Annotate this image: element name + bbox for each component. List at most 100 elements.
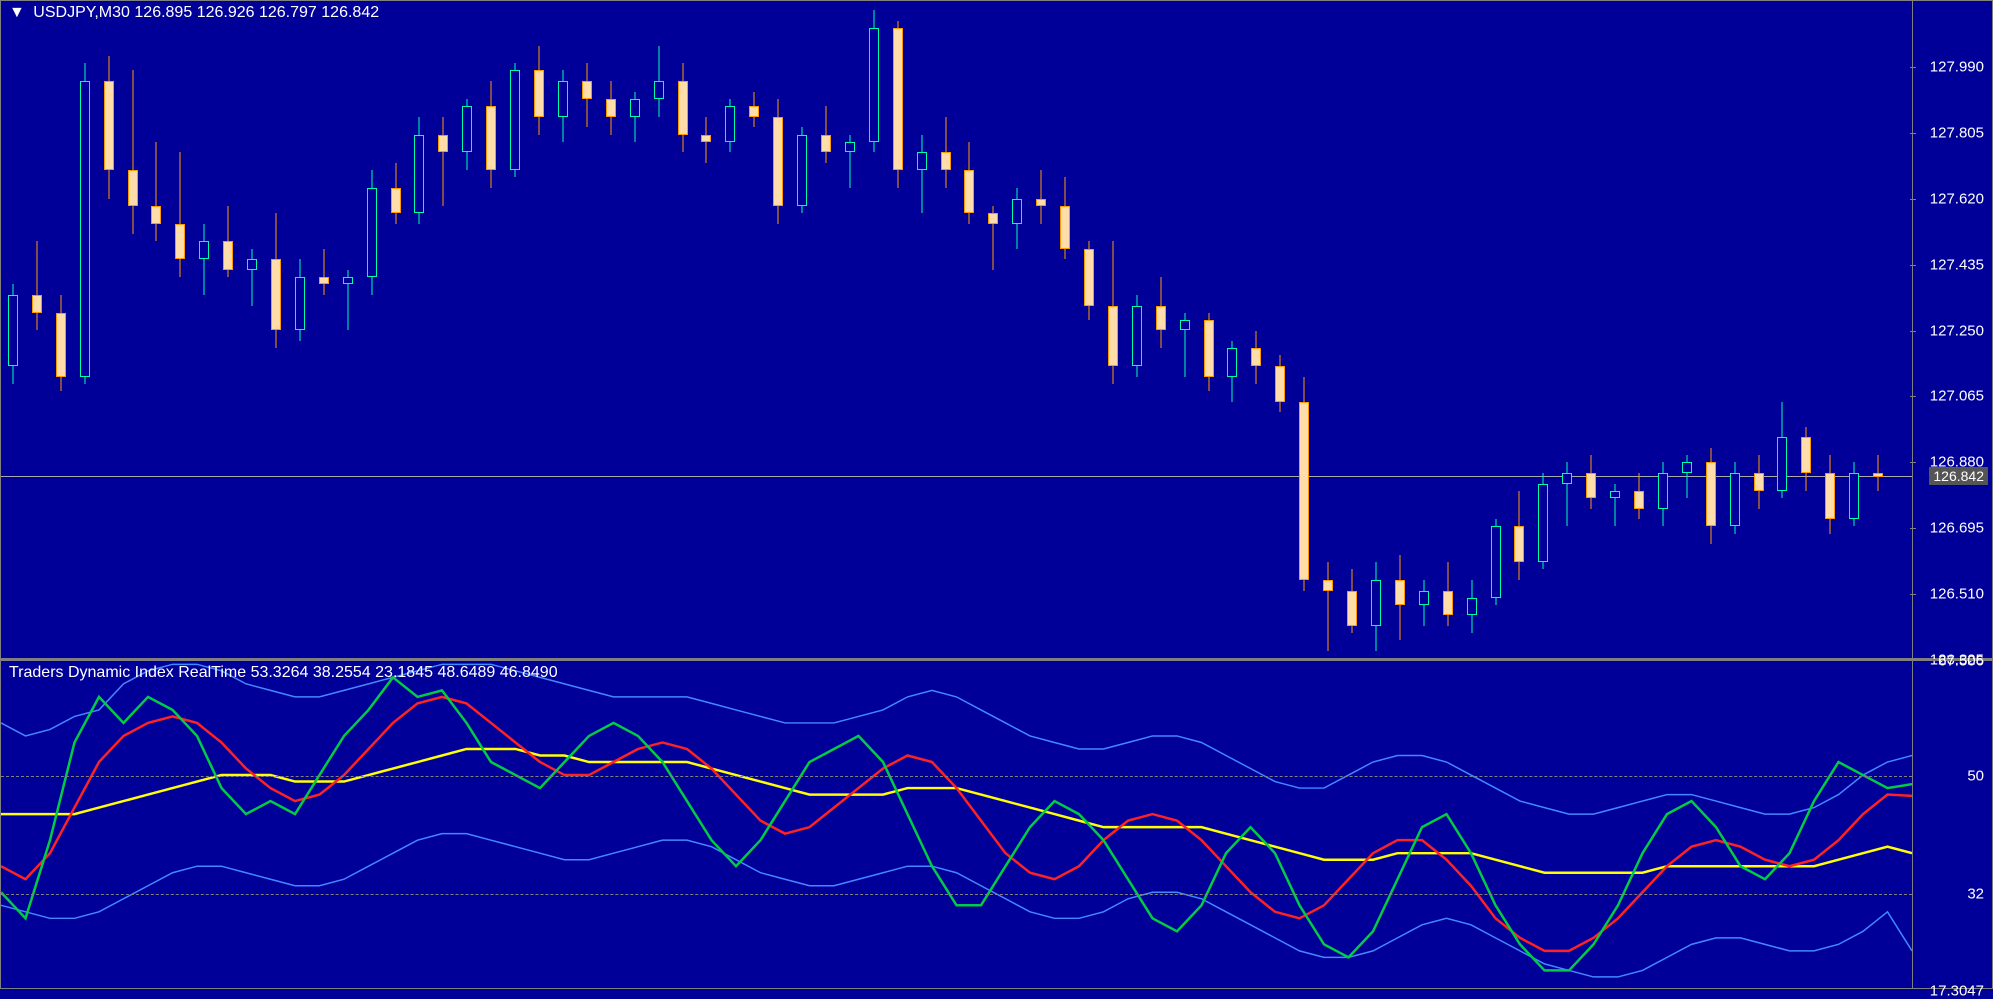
indicator-y-axis: 67.506503217.3047 — [1912, 661, 1992, 988]
candle — [797, 1, 807, 658]
candle — [486, 1, 496, 658]
candle — [391, 1, 401, 658]
candle — [1395, 1, 1405, 658]
candle — [1443, 1, 1453, 658]
price-chart-panel[interactable]: ▼ USDJPY,M30 126.895 126.926 126.797 126… — [0, 0, 1993, 659]
indicator-lines — [1, 661, 1912, 988]
ohlc-close: 126.842 — [321, 4, 379, 21]
candle — [773, 1, 783, 658]
candle — [1227, 1, 1237, 658]
candle — [558, 1, 568, 658]
price-tick-label: 126.510 — [1930, 586, 1984, 603]
ohlc-low: 126.797 — [259, 4, 317, 21]
candle — [1491, 1, 1501, 658]
indicator-tick-label: 50 — [1967, 768, 1984, 785]
candle — [1251, 1, 1261, 658]
candle — [869, 1, 879, 658]
candle — [534, 1, 544, 658]
indicator-tick-label: 32 — [1967, 886, 1984, 903]
candle — [1036, 1, 1046, 658]
candle — [1347, 1, 1357, 658]
candle — [80, 1, 90, 658]
candle — [582, 1, 592, 658]
candle — [1849, 1, 1859, 658]
candle — [438, 1, 448, 658]
candle — [1467, 1, 1477, 658]
candle — [223, 1, 233, 658]
price-tick-label: 127.065 — [1930, 388, 1984, 405]
candle — [606, 1, 616, 658]
candle — [128, 1, 138, 658]
candle — [1180, 1, 1190, 658]
candle — [1682, 1, 1692, 658]
candle — [271, 1, 281, 658]
candle — [749, 1, 759, 658]
chevron-down-icon: ▼ — [9, 4, 25, 22]
indicator-level-line — [1, 776, 1912, 777]
candle — [199, 1, 209, 658]
candle — [1132, 1, 1142, 658]
price-y-axis: 127.990 127.805 127.620 127.435 127.250 127.0… — [1912, 1, 1992, 658]
candle — [845, 1, 855, 658]
candle — [1204, 1, 1214, 658]
candle — [630, 1, 640, 658]
candle — [1658, 1, 1668, 658]
candle — [175, 1, 185, 658]
candle — [32, 1, 42, 658]
price-tick-label: 127.435 — [1930, 256, 1984, 273]
current-price-line — [1, 476, 1912, 477]
indicator-value-4: 48.6489 — [437, 664, 495, 681]
candle — [8, 1, 18, 658]
candle — [821, 1, 831, 658]
candle — [295, 1, 305, 658]
indicator-area[interactable] — [1, 661, 1912, 988]
candle — [367, 1, 377, 658]
price-tick-label: 127.620 — [1930, 190, 1984, 207]
candle — [988, 1, 998, 658]
price-tick-label: 127.805 — [1930, 124, 1984, 141]
candle — [1634, 1, 1644, 658]
price-tick-label: 127.250 — [1930, 322, 1984, 339]
candle — [104, 1, 114, 658]
candle — [1156, 1, 1166, 658]
candle — [1538, 1, 1548, 658]
candle — [1610, 1, 1620, 658]
candle — [1084, 1, 1094, 658]
candle — [941, 1, 951, 658]
candle — [1586, 1, 1596, 658]
indicator-value-5: 46.8490 — [500, 664, 558, 681]
candle — [1801, 1, 1811, 658]
candle — [1275, 1, 1285, 658]
symbol-label: USDJPY,M30 — [33, 4, 130, 21]
candle-area[interactable] — [1, 1, 1912, 658]
candle — [56, 1, 66, 658]
candle — [678, 1, 688, 658]
indicator-tick-label: 17.3047 — [1930, 982, 1984, 999]
candle — [414, 1, 424, 658]
indicator-panel[interactable]: Traders Dynamic Index RealTime 53.3264 3… — [0, 659, 1993, 989]
price-tick-label: 127.990 — [1930, 58, 1984, 75]
candle — [893, 1, 903, 658]
candle — [510, 1, 520, 658]
candle — [917, 1, 927, 658]
candle — [1323, 1, 1333, 658]
candle — [964, 1, 974, 658]
candle — [247, 1, 257, 658]
candle — [725, 1, 735, 658]
candle — [1562, 1, 1572, 658]
chart-title: ▼ USDJPY,M30 126.895 126.926 126.797 126… — [9, 4, 379, 22]
candle — [1754, 1, 1764, 658]
candle — [701, 1, 711, 658]
indicator-value-1: 53.3264 — [251, 664, 309, 681]
indicator-level-line — [1, 894, 1912, 895]
candle — [1514, 1, 1524, 658]
candle — [654, 1, 664, 658]
indicator-tick-label: 67.506 — [1938, 653, 1984, 670]
candle — [1371, 1, 1381, 658]
candle — [319, 1, 329, 658]
indicator-value-3: 23.1845 — [375, 664, 433, 681]
candle — [1299, 1, 1309, 658]
candle — [343, 1, 353, 658]
candle — [1108, 1, 1118, 658]
indicator-title: Traders Dynamic Index RealTime 53.3264 3… — [9, 664, 558, 682]
